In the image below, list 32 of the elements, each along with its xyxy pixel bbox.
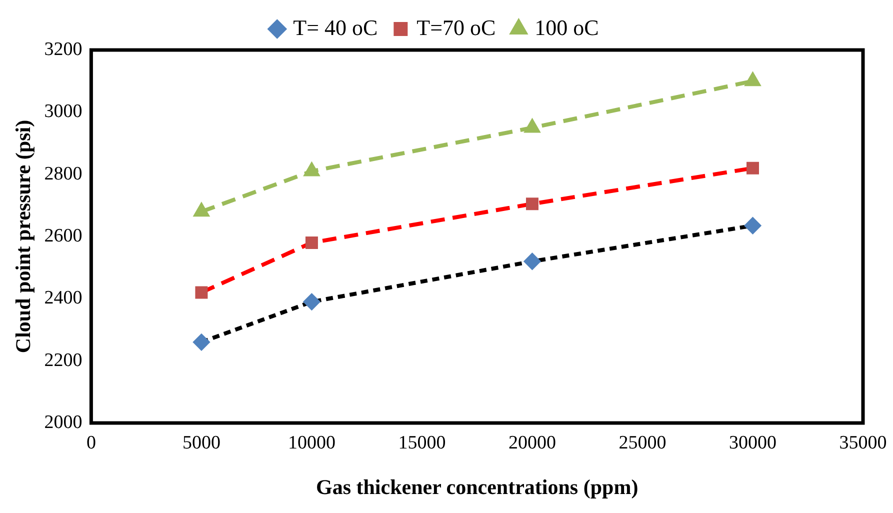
y-tick-label: 2400: [44, 288, 82, 309]
point: [525, 120, 540, 133]
point: [746, 162, 759, 174]
y-tick-label: 2600: [44, 225, 82, 246]
y-axis-title: Cloud point pressure (psi): [11, 120, 36, 354]
point: [524, 253, 540, 270]
point: [746, 73, 760, 86]
point: [193, 334, 210, 350]
point: [194, 204, 209, 217]
y-tick-label: 3000: [44, 101, 82, 122]
x-tick-label: 10000: [288, 432, 336, 454]
x-tick-label: 0: [86, 432, 96, 454]
x-tick-label: 35000: [839, 432, 887, 454]
y-tick-label: 2800: [44, 163, 82, 184]
point: [304, 163, 319, 176]
x-axis-title: Gas thickener concentrations (ppm): [316, 474, 638, 499]
point: [304, 294, 320, 310]
x-tick-label: 5000: [182, 432, 220, 454]
y-tick-label: 2000: [44, 412, 82, 433]
x-tick-label: 25000: [618, 432, 666, 454]
point: [526, 198, 538, 210]
x-tick-label: 20000: [508, 432, 556, 454]
x-tick-label: 15000: [398, 432, 446, 454]
point: [195, 286, 208, 299]
x-tick-label: 30000: [728, 432, 776, 454]
legend-label: T= 40 oC: [293, 14, 378, 40]
legend-label: 100 oC: [534, 14, 599, 40]
point: [744, 218, 761, 234]
y-tick-label: 2200: [44, 350, 82, 371]
point: [305, 236, 318, 249]
legend-label: T=70 oC: [416, 14, 496, 40]
y-tick-label: 3200: [44, 38, 82, 60]
